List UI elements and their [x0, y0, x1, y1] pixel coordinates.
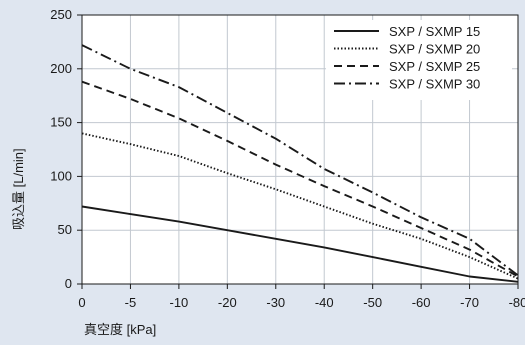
plot-border — [81, 14, 519, 285]
legend-label: SXP / SXMP 15 — [389, 24, 480, 39]
legend: SXP / SXMP 15 SXP / SXMP 20 SXP / SXMP 25 S… — [326, 20, 512, 100]
grid — [82, 15, 518, 284]
x-tick-label: 0 — [78, 295, 85, 310]
y-tick-labels: 0 50 100 150 200 250 — [50, 7, 82, 291]
y-tick-label: 50 — [58, 222, 72, 237]
y-tick-label: 100 — [50, 168, 72, 183]
x-tick-label: -10 — [169, 295, 188, 310]
x-tick-label: -50 — [363, 295, 382, 310]
x-tick-label: -20 — [218, 295, 237, 310]
series-line-1 — [81, 205, 519, 283]
x-axis-label: 真空度 [kPa] — [84, 322, 156, 337]
x-tick-label: -60 — [412, 295, 431, 310]
x-tick-label: -80 — [509, 295, 525, 310]
series-line-3 — [81, 80, 519, 278]
y-tick-label: 0 — [65, 276, 72, 291]
x-tick-label: -5 — [125, 295, 137, 310]
series-line-2 — [81, 132, 519, 280]
y-tick-label: 200 — [50, 61, 72, 76]
legend-label: SXP / SXMP 25 — [389, 59, 480, 74]
series-line-4 — [81, 44, 519, 277]
legend-box — [326, 20, 512, 100]
x-tick-labels: 0 -5 -10 -20 -30 -40 -50 -60 -70 -80 — [78, 284, 525, 310]
x-tick-label: -70 — [460, 295, 479, 310]
y-axis-label: 吸込量 [L/min] — [11, 148, 26, 230]
series-lines — [81, 44, 519, 283]
y-tick-label: 150 — [50, 115, 72, 130]
legend-label: SXP / SXMP 20 — [389, 42, 480, 57]
legend-label: SXP / SXMP 30 — [389, 77, 480, 92]
x-tick-label: -40 — [315, 295, 334, 310]
y-tick-label: 250 — [50, 7, 72, 22]
x-tick-label: -30 — [266, 295, 285, 310]
